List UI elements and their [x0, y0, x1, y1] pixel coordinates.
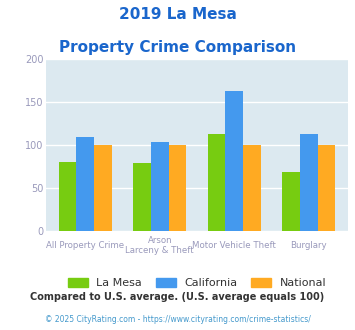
Text: Compared to U.S. average. (U.S. average equals 100): Compared to U.S. average. (U.S. average … — [31, 292, 324, 302]
Bar — [300, 134, 318, 231]
Text: All Property Crime: All Property Crime — [46, 241, 124, 250]
Text: Burglary: Burglary — [290, 241, 327, 250]
Bar — [59, 162, 76, 231]
Bar — [243, 145, 261, 231]
Bar — [282, 172, 300, 231]
Text: 2019 La Mesa: 2019 La Mesa — [119, 7, 236, 21]
Text: Motor Vehicle Theft: Motor Vehicle Theft — [192, 241, 276, 250]
Bar — [208, 134, 225, 231]
Text: © 2025 CityRating.com - https://www.cityrating.com/crime-statistics/: © 2025 CityRating.com - https://www.city… — [45, 315, 310, 324]
Bar — [133, 163, 151, 231]
Text: Property Crime Comparison: Property Crime Comparison — [59, 40, 296, 54]
Bar — [169, 145, 186, 231]
Bar — [225, 91, 243, 231]
Bar — [151, 142, 169, 231]
Text: Arson: Arson — [147, 236, 172, 245]
Bar — [318, 145, 335, 231]
Text: Larceny & Theft: Larceny & Theft — [125, 246, 194, 255]
Legend: La Mesa, California, National: La Mesa, California, National — [64, 274, 330, 291]
Bar — [94, 145, 112, 231]
Bar — [76, 137, 94, 231]
